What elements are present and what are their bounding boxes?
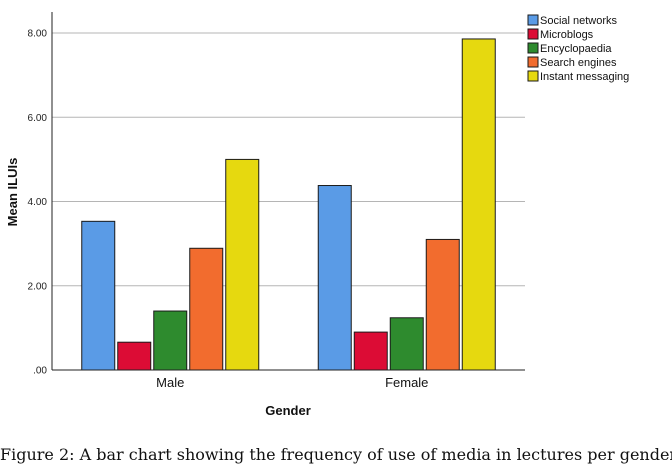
y-axis-title: Mean ILUIs [5, 158, 20, 227]
bar-encyclopaedia-female [389, 317, 424, 371]
x-category-label: Male [156, 375, 184, 390]
bar-search-engines-female [425, 238, 460, 371]
x-category-labels: Male Female [156, 375, 428, 390]
bar-instant-messaging-female [461, 38, 496, 371]
y-tick-labels: .00 2.00 4.00 6.00 8.00 [28, 29, 48, 377]
legend-label: Encyclopaedia [540, 43, 612, 55]
legend-swatch [527, 56, 539, 68]
y-tick-label: 6.00 [28, 113, 48, 124]
bars [81, 38, 496, 371]
legend-swatch [527, 70, 539, 82]
x-category-label: Female [385, 375, 428, 390]
bar-social-networks-female [317, 185, 352, 371]
legend-swatch [527, 28, 539, 40]
legend: Social networks Microblogs Encyclopaedia Se… [527, 14, 629, 83]
x-axis-title: Gender [265, 403, 311, 418]
bar-instant-messaging-male [225, 158, 260, 371]
legend-label: Microblogs [540, 29, 594, 41]
bar-microblogs-male [117, 341, 152, 371]
bar-encyclopaedia-male [153, 310, 188, 371]
legend-swatch [527, 14, 539, 26]
bar-microblogs-female [353, 331, 388, 371]
legend-label: Social networks [540, 15, 618, 27]
bar-social-networks-male [81, 220, 116, 371]
y-tick-label: 2.00 [28, 281, 48, 292]
legend-swatch [527, 42, 539, 54]
bar-chart: .00 2.00 4.00 6.00 8.00 Male Female Mean ILUI… [5, 12, 629, 418]
bar-search-engines-male [189, 247, 224, 371]
y-tick-label: 8.00 [28, 29, 48, 40]
legend-label: Instant messaging [540, 71, 629, 83]
figure-caption: Figure 2: A bar chart showing the freque… [0, 445, 672, 464]
y-tick-label: 4.00 [28, 197, 48, 208]
legend-label: Search engines [540, 57, 617, 69]
y-tick-label: .00 [33, 366, 47, 377]
